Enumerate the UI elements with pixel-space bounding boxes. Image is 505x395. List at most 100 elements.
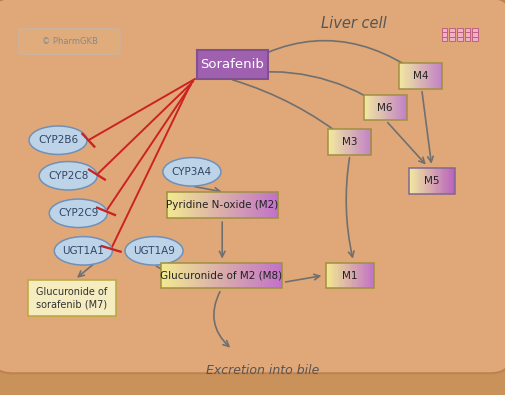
Bar	[276, 263, 279, 288]
Bar	[446, 168, 448, 194]
Bar	[273, 263, 276, 288]
Bar	[161, 263, 282, 288]
Bar	[418, 63, 420, 89]
Bar	[369, 95, 371, 120]
Bar	[449, 168, 450, 194]
Bar	[245, 263, 249, 288]
Text: CYP2C8: CYP2C8	[48, 171, 88, 181]
Bar	[431, 168, 432, 194]
Bar	[191, 263, 194, 288]
Bar	[365, 263, 367, 288]
Bar	[270, 192, 273, 218]
Bar	[413, 63, 415, 89]
Bar	[351, 129, 352, 155]
Bar	[424, 168, 425, 194]
Bar	[336, 129, 337, 155]
Bar	[352, 129, 353, 155]
Bar	[366, 95, 367, 120]
Bar	[429, 168, 431, 194]
Bar	[395, 95, 396, 120]
Bar	[228, 192, 231, 218]
Bar	[270, 263, 273, 288]
Bar	[414, 63, 416, 89]
Bar	[390, 95, 392, 120]
Bar	[375, 95, 377, 120]
Bar	[399, 63, 442, 89]
Bar	[173, 263, 176, 288]
Bar	[457, 28, 463, 32]
Bar	[368, 129, 370, 155]
Ellipse shape	[55, 237, 113, 265]
Bar	[371, 95, 373, 120]
Bar	[183, 192, 187, 218]
Bar	[340, 263, 342, 288]
Bar	[384, 95, 386, 120]
Bar	[397, 95, 398, 120]
Bar	[279, 263, 282, 288]
Bar	[361, 129, 362, 155]
Bar	[332, 129, 334, 155]
Bar	[179, 263, 182, 288]
Bar	[164, 263, 167, 288]
Bar	[388, 95, 390, 120]
Bar	[360, 263, 361, 288]
Bar	[373, 95, 375, 120]
Bar	[368, 95, 370, 120]
Bar	[357, 263, 359, 288]
Bar	[432, 168, 433, 194]
Bar	[355, 129, 357, 155]
Bar	[326, 263, 327, 288]
Bar	[335, 263, 337, 288]
Bar	[360, 129, 361, 155]
Bar	[211, 192, 215, 218]
Bar	[398, 95, 399, 120]
Bar	[391, 95, 393, 120]
Bar	[206, 192, 209, 218]
Bar	[206, 263, 210, 288]
Bar	[264, 192, 267, 218]
Bar	[371, 263, 373, 288]
Bar	[387, 95, 389, 120]
Text: CYP3A4: CYP3A4	[172, 167, 212, 177]
Bar	[239, 192, 242, 218]
Bar	[334, 263, 336, 288]
Bar	[328, 263, 330, 288]
Bar	[349, 129, 351, 155]
Bar	[420, 168, 422, 194]
Bar	[275, 192, 278, 218]
Bar	[436, 168, 438, 194]
Bar	[438, 168, 440, 194]
Bar	[200, 192, 203, 218]
Bar	[214, 192, 217, 218]
Bar	[339, 263, 340, 288]
Bar	[338, 263, 339, 288]
Bar	[189, 192, 192, 218]
Bar	[236, 192, 239, 218]
Bar	[221, 263, 225, 288]
Bar	[239, 263, 243, 288]
Bar	[434, 63, 436, 89]
Bar	[259, 192, 262, 218]
Text: Glucuronide of M2 (M8): Glucuronide of M2 (M8)	[160, 271, 282, 280]
Bar	[200, 263, 204, 288]
Bar	[186, 192, 189, 218]
Bar	[329, 263, 331, 288]
Bar	[440, 63, 441, 89]
Bar	[389, 95, 391, 120]
Bar	[434, 168, 436, 194]
Bar	[28, 280, 116, 316]
Ellipse shape	[29, 126, 87, 154]
Bar	[450, 168, 451, 194]
Bar	[330, 263, 332, 288]
Bar	[400, 63, 401, 89]
Bar	[194, 192, 198, 218]
Bar	[215, 263, 219, 288]
Bar	[403, 63, 405, 89]
Bar	[346, 263, 348, 288]
Bar	[400, 95, 401, 120]
Bar	[338, 129, 339, 155]
Bar	[161, 263, 164, 288]
Bar	[457, 37, 463, 41]
Bar	[328, 129, 330, 155]
Text: Glucuronide of
sorafenib (M7): Glucuronide of sorafenib (M7)	[36, 288, 108, 309]
